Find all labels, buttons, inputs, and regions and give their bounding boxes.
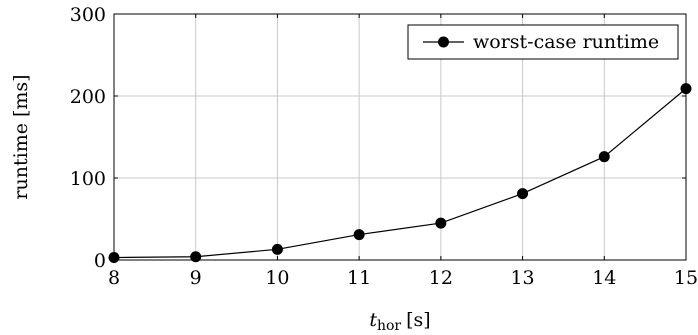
x-tick-label: 8 [108, 267, 120, 289]
series-line [113, 88, 687, 259]
x-tick-label: 12 [429, 267, 453, 289]
x-tick-label: 14 [592, 267, 616, 289]
y-axis: 0 100 200 300 [70, 4, 686, 272]
series-worst-case-runtime [108, 83, 692, 264]
data-point [190, 251, 202, 263]
data-point [353, 229, 365, 241]
data-point [108, 252, 120, 264]
data-point [271, 243, 283, 255]
x-axis-label-subscript: hor [377, 318, 401, 334]
x-axis: 8 9 10 11 12 13 14 15 [108, 14, 698, 289]
y-tick-label: 0 [94, 250, 106, 272]
legend: worst-case runtime [407, 24, 679, 60]
legend-marker [438, 36, 449, 48]
y-tick-label: 200 [70, 86, 106, 108]
plot-frame [113, 13, 687, 261]
x-tick-label: 10 [265, 267, 289, 289]
y-axis-label: runtime [ms] [10, 74, 32, 199]
x-tick-label: 13 [510, 267, 534, 289]
data-point [680, 83, 692, 95]
legend-label: worst-case runtime [473, 31, 659, 53]
x-tick-label: 15 [674, 267, 698, 289]
x-axis-label: thor [s] [369, 309, 430, 334]
data-point [598, 151, 610, 163]
x-tick-label: 9 [190, 267, 202, 289]
x-axis-label-unit: [s] [406, 309, 431, 331]
data-point [435, 217, 447, 229]
x-axis-label-main: t [369, 309, 377, 331]
y-tick-label: 300 [70, 4, 106, 26]
x-tick-label: 11 [347, 267, 371, 289]
data-point [517, 188, 529, 200]
y-tick-label: 100 [70, 168, 106, 190]
